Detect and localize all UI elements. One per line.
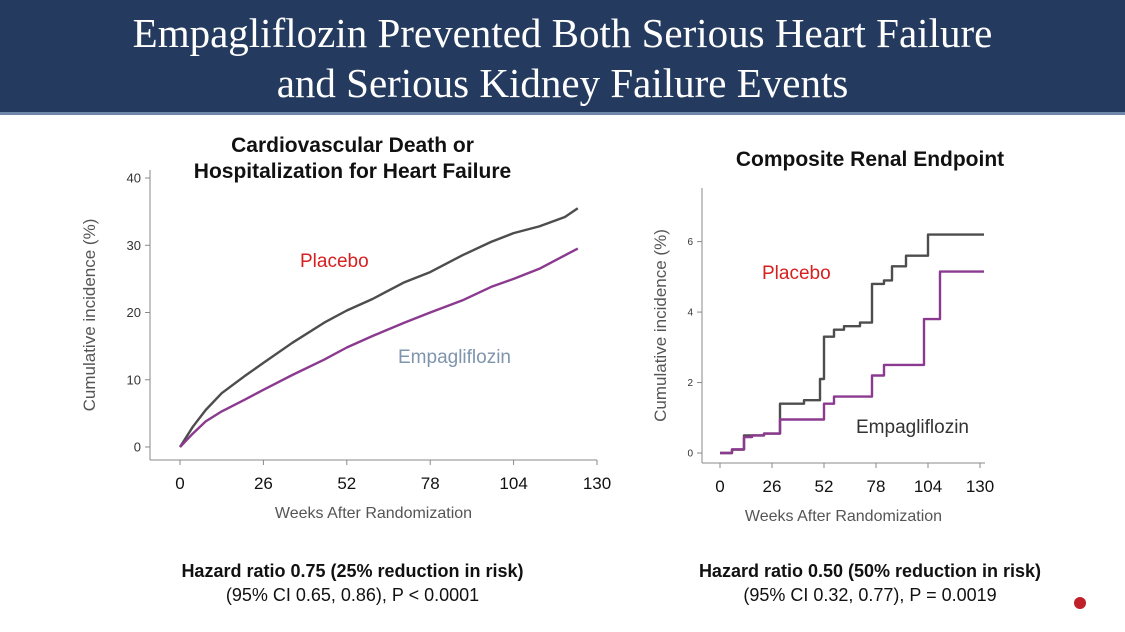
right-confidence-interval: (95% CI 0.32, 0.77), P = 0.0019 <box>743 585 997 605</box>
right-chart-x-tick-label: 104 <box>914 477 942 496</box>
right-chart-x-tick-label: 130 <box>966 477 994 496</box>
right-chart-x-tick-label: 78 <box>867 477 886 496</box>
left-chart-y-tick-label: 40 <box>127 171 141 186</box>
right-chart-x-tick-label: 0 <box>715 477 724 496</box>
left-chart-y-tick-label: 20 <box>127 305 141 320</box>
left-chart-x-tick-label: 26 <box>254 474 273 493</box>
right-chart-y-axis-label: Cumulative incidence (%) <box>651 229 670 422</box>
right-chart-y-tick-label: 0 <box>687 449 693 460</box>
left-chart-label-placebo: Placebo <box>300 251 369 272</box>
left-chart-label-empagliflozin: Empagliflozin <box>398 347 511 368</box>
right-chart-y-tick-label: 6 <box>687 237 693 248</box>
left-chart-title-line2: Hospitalization for Heart Failure <box>193 160 512 183</box>
slide-title-line1: Empagliflozin Prevented Both Serious Hea… <box>132 10 993 56</box>
left-chart-title: Cardiovascular Death or Hospitalization … <box>130 133 575 185</box>
left-chart-y-tick-label: 30 <box>127 238 141 253</box>
right-chart-series-empagliflozin <box>720 270 984 455</box>
left-hazard-ratio: Hazard ratio 0.75 (25% reduction in risk… <box>181 561 524 581</box>
left-chart-x-tick-label: 78 <box>421 474 440 493</box>
left-chart-title-line1: Cardiovascular Death or <box>231 134 474 157</box>
left-chart-y-tick-label: 10 <box>127 372 141 387</box>
right-chart-label-empagliflozin: Empagliflozin <box>856 417 969 438</box>
left-chart-x-tick-label: 52 <box>337 474 356 493</box>
left-confidence-interval: (95% CI 0.65, 0.86), P < 0.0001 <box>225 585 480 605</box>
left-chart-series-empagliflozin <box>179 247 579 448</box>
right-chart-y-tick-label: 4 <box>687 308 693 319</box>
left-chart-x-axis-label: Weeks After Randomization <box>275 505 472 522</box>
slide-marker-dot <box>1074 597 1086 609</box>
slide-header: Empagliflozin Prevented Both Serious Hea… <box>0 0 1125 115</box>
left-chart-x-tick-label: 130 <box>583 474 611 493</box>
right-hazard-ratio: Hazard ratio 0.50 (50% reduction in risk… <box>698 561 1042 581</box>
right-chart-x-axis-label: Weeks After Randomization <box>745 508 942 525</box>
right-chart-label-placebo: Placebo <box>762 263 831 284</box>
left-chart-y-axis-label: Cumulative incidence (%) <box>80 219 99 412</box>
right-chart-x-tick-label: 52 <box>815 477 834 496</box>
slide-title: Empagliflozin Prevented Both Serious Hea… <box>0 8 1125 108</box>
right-chart-title-text: Composite Renal Endpoint <box>735 148 1005 171</box>
left-chart-x-tick-label: 104 <box>499 474 527 493</box>
left-chart-y-tick-label: 0 <box>134 440 141 455</box>
right-chart-x-tick-label: 26 <box>763 477 782 496</box>
left-chart-series-placebo <box>178 207 579 448</box>
slide-title-line2: and Serious Kidney Failure Events <box>276 60 849 106</box>
right-chart-title: Composite Renal Endpoint <box>690 147 1050 173</box>
left-chart-x-tick-label: 0 <box>175 474 184 493</box>
right-chart-y-tick-label: 2 <box>687 378 693 389</box>
